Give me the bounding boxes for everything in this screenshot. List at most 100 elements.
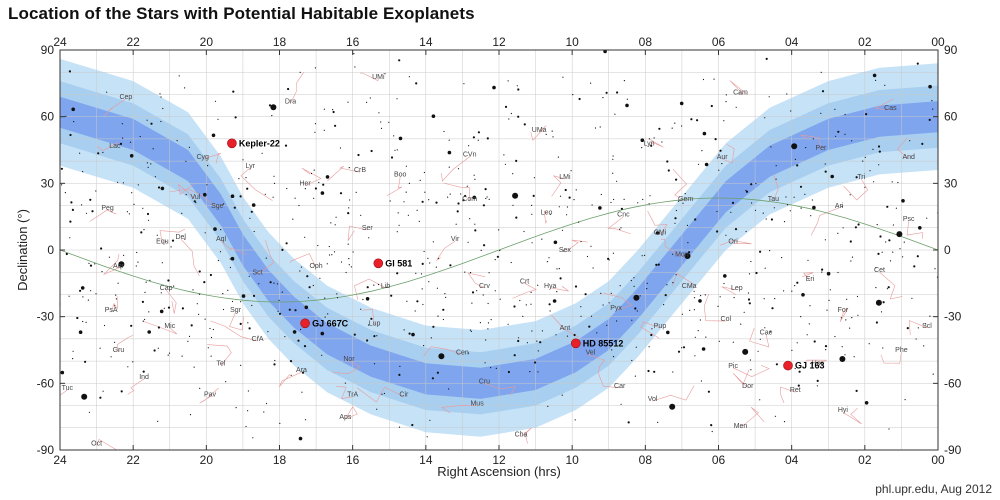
background-star xyxy=(239,195,242,198)
background-star xyxy=(865,113,868,116)
constellation-label: Aur xyxy=(717,154,729,161)
constellation-line xyxy=(720,240,752,246)
y-tick-label-right: -60 xyxy=(944,376,962,390)
background-star xyxy=(889,260,892,262)
background-star xyxy=(416,209,418,211)
background-star xyxy=(416,300,419,303)
background-star xyxy=(222,308,225,311)
background-star xyxy=(755,271,758,275)
background-star xyxy=(636,310,638,312)
background-star xyxy=(118,261,125,268)
constellation-label: Ari xyxy=(835,203,844,210)
background-star xyxy=(651,328,653,330)
background-star xyxy=(775,165,777,167)
background-star xyxy=(825,349,827,351)
constellation-line xyxy=(551,175,565,197)
background-star xyxy=(674,217,677,220)
constellation-line xyxy=(732,364,770,378)
background-star xyxy=(146,162,148,164)
background-star xyxy=(354,66,356,68)
background-star xyxy=(623,80,626,82)
background-star xyxy=(745,190,749,193)
background-star xyxy=(153,349,156,352)
background-star xyxy=(308,286,311,289)
background-star xyxy=(875,79,877,81)
background-star xyxy=(290,374,292,376)
background-star xyxy=(68,70,71,73)
x-tick-label-top: 02 xyxy=(858,35,872,49)
constellation-label: Vir xyxy=(451,236,460,243)
exoplanet-host-label: HD 85512 xyxy=(583,338,624,348)
background-star xyxy=(523,230,525,233)
background-star xyxy=(750,183,753,186)
background-star xyxy=(790,110,792,112)
background-star xyxy=(482,204,485,207)
background-star xyxy=(909,140,911,142)
x-tick-label-bottom: 04 xyxy=(785,453,799,467)
background-star xyxy=(230,256,235,261)
background-star xyxy=(494,290,496,292)
constellation-line xyxy=(207,344,232,366)
constellation-line xyxy=(879,271,903,300)
background-star xyxy=(167,279,170,282)
background-star xyxy=(513,354,516,357)
constellation-line xyxy=(127,378,145,395)
constellation-label: Col xyxy=(721,316,732,323)
constellation-label: Cru xyxy=(479,378,490,385)
y-axis-label: Declination (°) xyxy=(15,209,30,291)
background-star xyxy=(485,197,487,200)
background-star xyxy=(548,303,551,306)
background-star xyxy=(547,405,549,407)
background-star xyxy=(710,424,713,427)
background-star xyxy=(738,93,740,95)
constellation-label: LMi xyxy=(559,174,571,181)
background-star xyxy=(423,345,425,347)
background-star xyxy=(99,347,101,349)
background-star xyxy=(513,305,516,308)
background-star xyxy=(428,281,430,283)
background-star xyxy=(647,369,650,373)
background-star xyxy=(812,205,816,210)
background-star xyxy=(427,257,429,259)
constellation-line xyxy=(279,371,302,387)
background-star xyxy=(156,234,158,236)
background-star xyxy=(97,152,100,155)
background-star xyxy=(854,226,858,229)
background-star xyxy=(886,288,889,290)
y-tick-label-left: -90 xyxy=(37,443,55,457)
background-star xyxy=(307,297,309,299)
background-star xyxy=(573,199,575,201)
background-star xyxy=(464,194,467,198)
background-star xyxy=(590,315,593,317)
background-star xyxy=(566,206,569,208)
exoplanet-host-marker xyxy=(783,360,793,371)
background-star xyxy=(904,399,906,401)
constellation-line xyxy=(220,240,247,255)
background-star xyxy=(159,93,161,95)
background-star xyxy=(888,239,891,242)
background-star xyxy=(332,109,334,111)
background-star xyxy=(745,189,747,192)
background-star xyxy=(298,204,300,207)
constellation-line xyxy=(729,80,748,95)
background-star xyxy=(271,115,273,117)
background-star xyxy=(474,223,476,225)
background-star xyxy=(144,291,146,293)
background-star xyxy=(360,214,362,216)
background-star xyxy=(227,289,229,291)
background-star xyxy=(273,282,275,284)
x-tick-label-top: 12 xyxy=(492,35,506,49)
constellation-line xyxy=(780,386,796,404)
chart-title: Location of the Stars with Potential Hab… xyxy=(8,4,475,23)
background-star xyxy=(719,149,722,152)
background-star xyxy=(837,271,839,274)
background-star xyxy=(531,204,533,206)
constellation-label: Gem xyxy=(678,196,693,203)
background-star xyxy=(812,138,814,140)
constellation-line xyxy=(142,320,178,335)
background-star xyxy=(399,365,401,367)
y-tick-label-right: 90 xyxy=(944,43,958,57)
background-star xyxy=(348,258,350,260)
background-star xyxy=(278,299,280,301)
background-star xyxy=(844,354,846,356)
